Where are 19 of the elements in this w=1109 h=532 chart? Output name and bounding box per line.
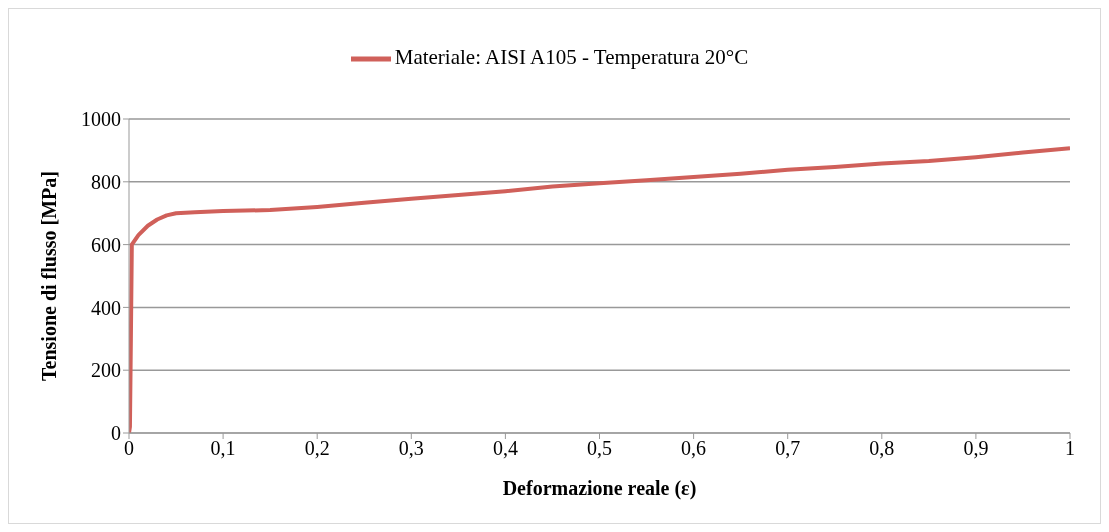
y-tick-label: 400 <box>91 296 121 319</box>
y-tick-label: 0 <box>111 422 121 445</box>
x-tick-label: 0,5 <box>587 437 612 460</box>
x-tick-label: 0,7 <box>775 437 801 460</box>
x-tick-label: 0,1 <box>210 437 236 460</box>
legend-label: Materiale: AISI A105 - Temperatura 20°C <box>394 44 749 69</box>
y-tick-label: 1000 <box>81 108 121 131</box>
y-tick-label: 200 <box>91 359 121 382</box>
x-tick-label: 0,9 <box>963 437 989 460</box>
y-tick-label: 600 <box>91 233 121 256</box>
y-axis-title: Tensione di flusso [MPa] <box>38 171 61 381</box>
x-tick-label: 0,4 <box>492 437 518 460</box>
x-tick-label: 0,3 <box>398 437 424 460</box>
x-tick-label: 0,2 <box>304 437 330 460</box>
x-tick-label: 0,6 <box>681 437 707 460</box>
y-tick-label: 800 <box>91 170 121 193</box>
x-tick-label: 1 <box>1065 437 1075 460</box>
x-tick-label: 0,8 <box>869 437 895 460</box>
x-axis-title: Deformazione reale (ε) <box>502 477 697 500</box>
